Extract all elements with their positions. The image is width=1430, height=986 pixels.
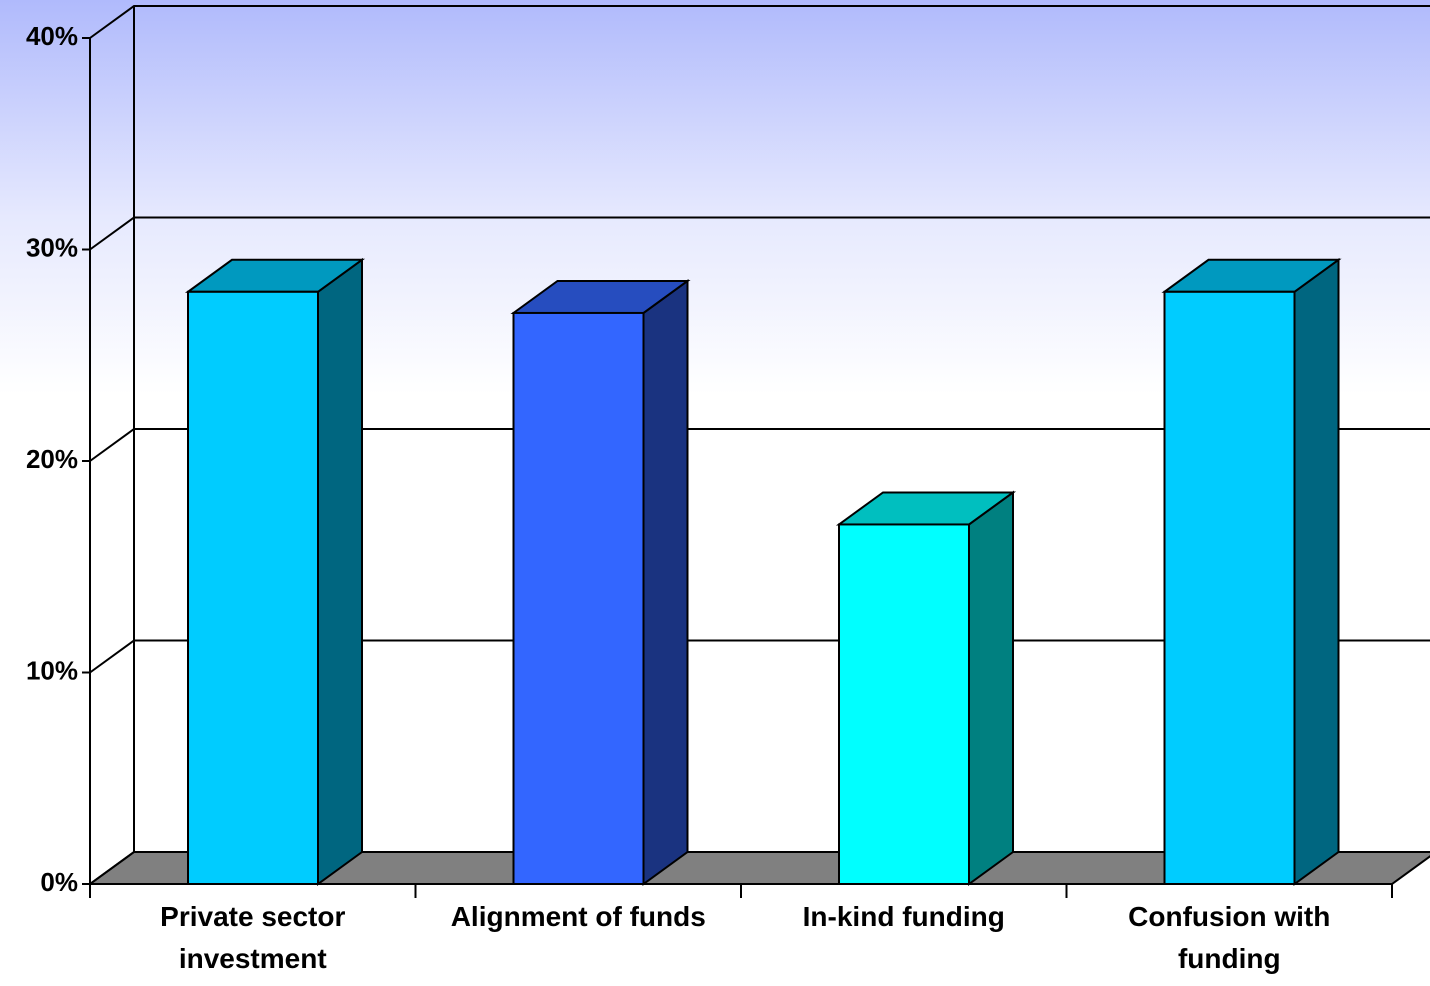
bar: [838, 523, 970, 885]
bar: [187, 290, 319, 885]
y-tick-label: 30%: [26, 232, 78, 262]
x-tick-label: Private sector investment: [160, 901, 346, 974]
y-tick-label: 10%: [26, 655, 78, 685]
x-tick-label: Alignment of funds: [450, 901, 706, 932]
grid-line: [89, 428, 1430, 462]
y-tick-label: 40%: [26, 21, 78, 51]
y-tick-label: 20%: [26, 444, 78, 474]
bar-side: [968, 490, 1014, 886]
bar-side: [317, 257, 363, 886]
x-tick-label: In-kind funding: [802, 901, 1005, 932]
x-tick-label: Confusion with funding: [1128, 901, 1331, 974]
y-tick-label: 0%: [40, 867, 78, 897]
bar-side: [642, 278, 689, 886]
bar-side: [1293, 257, 1340, 886]
bar: [1163, 290, 1296, 885]
bar: [512, 311, 645, 885]
grid-line: [89, 216, 1430, 251]
grid-line: [89, 5, 1430, 39]
